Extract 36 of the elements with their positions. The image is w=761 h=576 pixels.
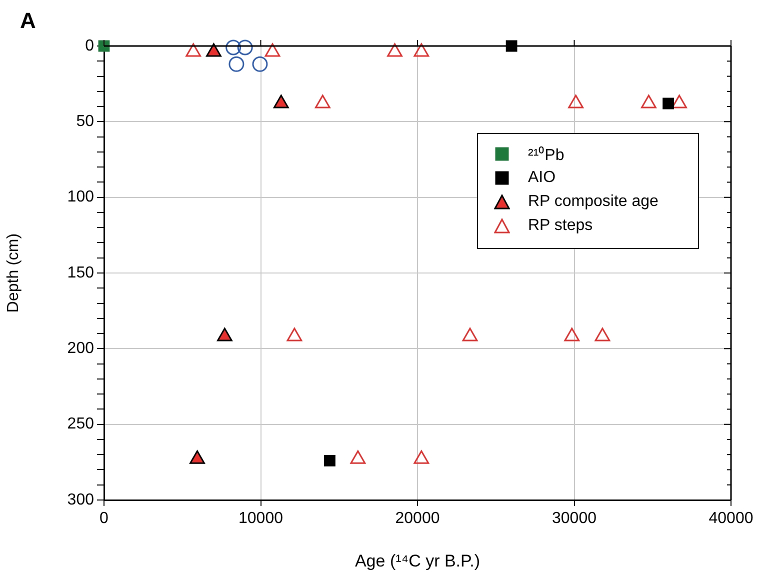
point <box>190 450 205 464</box>
point <box>286 328 302 342</box>
y-axis-title: Depth (cm) <box>5 233 22 313</box>
point <box>264 43 280 57</box>
text: A <box>20 8 36 34</box>
point <box>414 43 430 57</box>
point <box>186 43 202 57</box>
point <box>273 94 289 108</box>
point <box>217 328 232 342</box>
y-tick-label: 300 <box>67 491 94 508</box>
y-tick-label: 100 <box>67 188 94 206</box>
y-tick-label: 250 <box>67 416 94 433</box>
point <box>568 94 584 108</box>
y-tick-label: 200 <box>67 340 94 358</box>
legend-label: ²¹⁰Pb <box>528 145 564 165</box>
y-tick-label: 50 <box>76 113 94 130</box>
point <box>206 43 222 57</box>
x-tick-label: 10000 <box>238 510 284 528</box>
x-axis-title: Age (¹⁴C yr B.P.) <box>354 551 480 570</box>
point <box>564 328 580 342</box>
point <box>462 328 478 342</box>
y-tick-label: 0 <box>85 37 94 54</box>
point <box>314 94 330 108</box>
x-tick-label: 30000 <box>552 510 597 528</box>
point <box>387 43 402 57</box>
legend-label: AIO <box>528 169 556 187</box>
point <box>641 94 656 108</box>
x-tick-label: 20000 <box>395 510 440 528</box>
legend-label: RP composite age <box>528 193 658 211</box>
y-tick-label: 150 <box>67 264 94 282</box>
point <box>414 450 430 464</box>
x-tick-label: 40000 <box>708 510 754 528</box>
point <box>350 450 366 464</box>
legend-label: RP steps <box>528 217 593 235</box>
point <box>594 328 610 342</box>
x-tick-label: 0 <box>100 510 109 528</box>
